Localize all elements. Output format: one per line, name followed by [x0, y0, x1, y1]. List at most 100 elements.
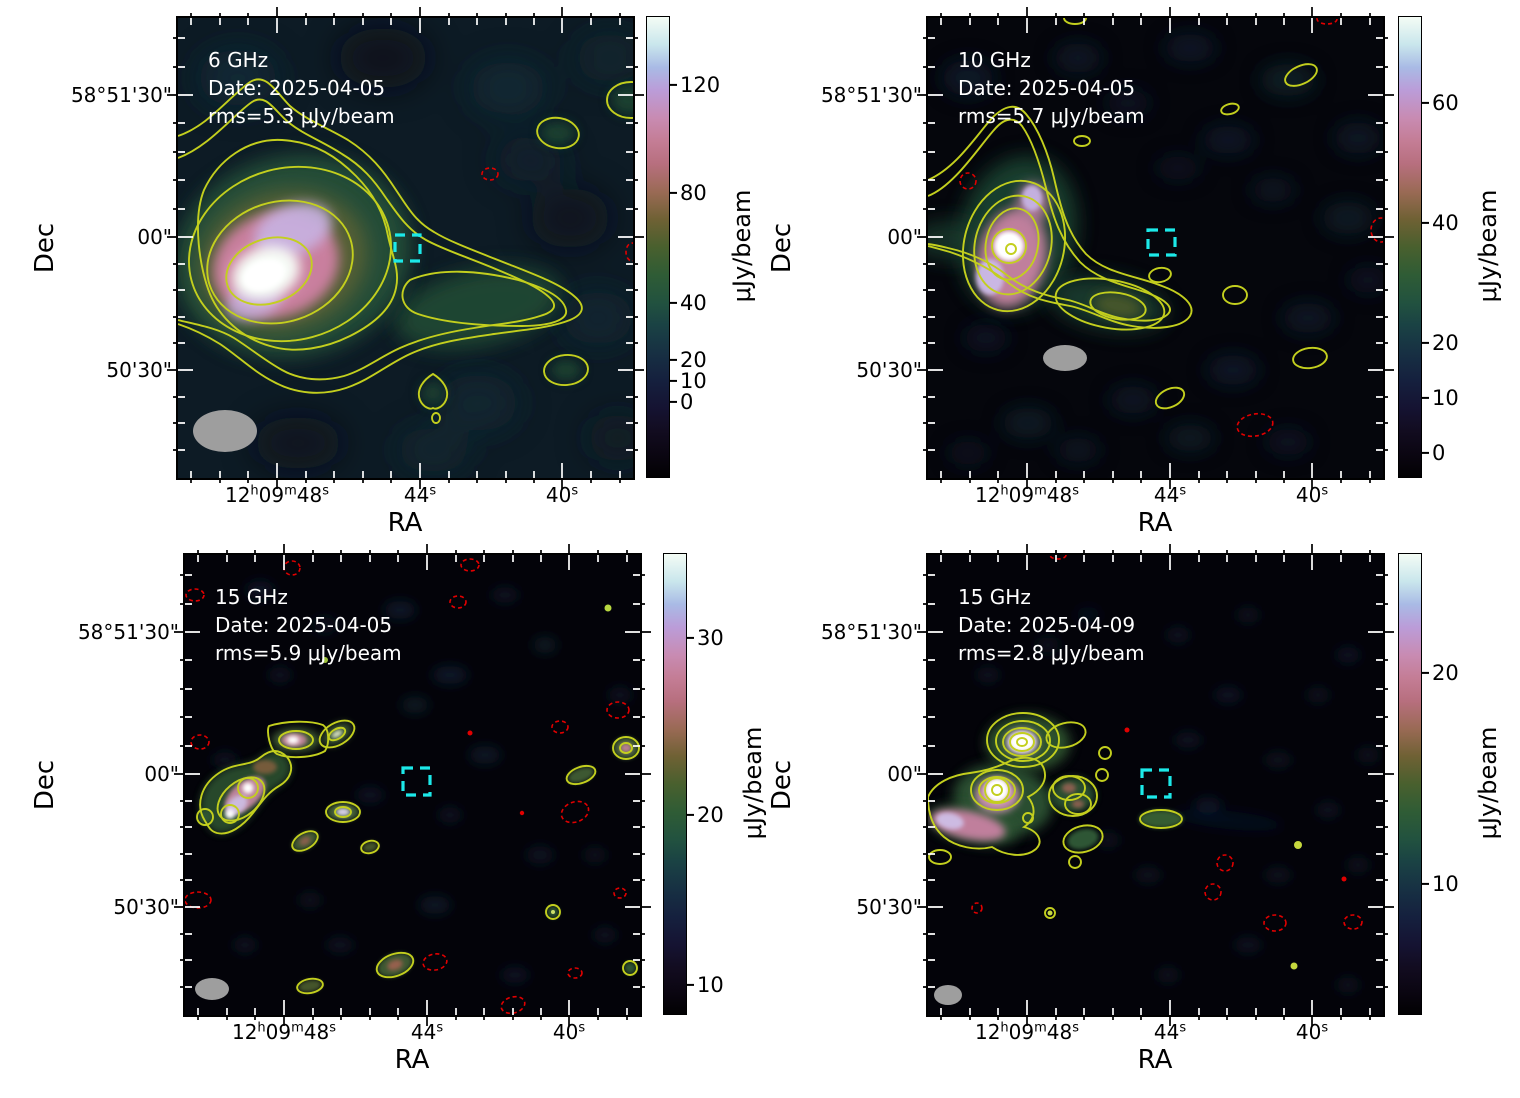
- y-axis-label: Dec: [30, 222, 60, 274]
- beam-ellipse: [193, 410, 257, 452]
- y-tick-label: 50'30": [856, 358, 922, 382]
- colorbar-tick: 60: [1432, 91, 1459, 115]
- y-tick-label: 00": [137, 225, 172, 249]
- colorbar-tick: 20: [697, 803, 724, 827]
- date-label: Date: 2025-04-05: [958, 76, 1136, 100]
- x-axis-label: RA: [394, 1045, 430, 1075]
- background-noise: [942, 34, 1383, 465]
- rms-label: rms=5.7 μJy/beam: [958, 104, 1145, 128]
- colorbar-tick: 30: [697, 626, 724, 650]
- rms-label: rms=2.8 μJy/beam: [958, 641, 1145, 665]
- x-tick-label: 44s: [410, 1020, 444, 1044]
- freq-label: 15 GHz: [958, 585, 1031, 609]
- negative-contours: [971, 555, 1363, 932]
- colorbar-tick: 20: [680, 348, 707, 372]
- colorbar-label: μJy/beam: [739, 726, 767, 840]
- x-axis-label: RA: [1137, 1045, 1173, 1075]
- background-noise: [976, 607, 1380, 993]
- colorbar-tick: 40: [680, 291, 707, 315]
- y-tick-label: 50'30": [106, 358, 172, 382]
- y-tick-label: 50'30": [113, 895, 179, 919]
- panel-annotation: 10 GHz Date: 2025-04-05 rms=5.7 μJy/beam: [958, 46, 1145, 130]
- map-10ghz: [928, 18, 1383, 478]
- colorbar-tick: 10: [1432, 872, 1459, 896]
- rms-label: rms=5.9 μJy/beam: [215, 641, 402, 665]
- x-tick-label: 12h09m48s: [231, 1020, 337, 1044]
- freq-label: 10 GHz: [958, 48, 1031, 72]
- y-tick-label: 58°51'30": [70, 83, 172, 107]
- colorbar-tick: 20: [1432, 661, 1459, 685]
- freq-label: 6 GHz: [208, 48, 269, 72]
- colorbar-tick: 120: [680, 73, 721, 97]
- freq-label: 15 GHz: [215, 585, 288, 609]
- target-box: [1140, 768, 1172, 799]
- x-tick-label: 40s: [545, 483, 579, 507]
- map-15ghz-a: [185, 555, 640, 1015]
- positive-contours: [178, 78, 633, 424]
- colorbar-gradient: [646, 16, 670, 478]
- map-6ghz: [178, 18, 633, 478]
- colorbar-tick: 10: [680, 369, 707, 393]
- panel-annotation: 15 GHz Date: 2025-04-05 rms=5.9 μJy/beam: [215, 583, 402, 667]
- panel-15ghz-b: 15 GHz Date: 2025-04-09 rms=2.8 μJy/beam: [916, 543, 1395, 1027]
- negative-contours: [481, 167, 633, 262]
- panel-6ghz: 6 GHz Date: 2025-04-05 rms=5.3 μJy/beam: [166, 6, 645, 490]
- colorbar-gradient: [663, 553, 687, 1015]
- panel-10ghz: 10 GHz Date: 2025-04-05 rms=5.7 μJy/beam: [916, 6, 1395, 490]
- positive-contours: [928, 18, 1328, 410]
- colorbar-label: μJy/beam: [1474, 726, 1502, 840]
- positive-contours: [928, 712, 1302, 970]
- negative-contours: [959, 18, 1383, 438]
- map-15ghz-b: [928, 555, 1383, 1015]
- x-tick-label: 40s: [1295, 1020, 1329, 1044]
- target-box: [393, 233, 422, 263]
- beam-ellipse: [1043, 345, 1087, 371]
- date-label: Date: 2025-04-09: [958, 613, 1136, 637]
- x-axis-label: RA: [1137, 508, 1173, 538]
- beam-ellipse: [934, 985, 962, 1005]
- colorbar-tick: 20: [1432, 331, 1459, 355]
- y-tick-label: 58°51'30": [77, 620, 179, 644]
- y-tick-label: 00": [887, 225, 922, 249]
- x-tick-label: 44s: [1153, 1020, 1187, 1044]
- background-noise: [198, 28, 633, 472]
- y-tick-label: 58°51'30": [820, 83, 922, 107]
- panel-annotation: 15 GHz Date: 2025-04-09 rms=2.8 μJy/beam: [958, 583, 1145, 667]
- colorbar-tick: 40: [1432, 211, 1459, 235]
- x-tick-label: 12h09m48s: [224, 483, 330, 507]
- y-axis-label: Dec: [30, 759, 60, 811]
- positive-contours: [196, 719, 640, 995]
- y-tick-label: 00": [144, 762, 179, 786]
- colorbar-gradient: [1398, 553, 1422, 1015]
- x-tick-label: 40s: [552, 1020, 586, 1044]
- x-axis-label: RA: [387, 508, 423, 538]
- colorbar-tick: 80: [680, 181, 707, 205]
- rms-label: rms=5.3 μJy/beam: [208, 104, 395, 128]
- background-noise: [212, 581, 632, 983]
- colorbar-tick: 0: [680, 390, 694, 414]
- target-box: [1146, 228, 1177, 257]
- x-tick-label: 12h09m48s: [974, 483, 1080, 507]
- source-6ghz: [178, 85, 633, 405]
- date-label: Date: 2025-04-05: [208, 76, 386, 100]
- target-box: [401, 766, 432, 797]
- colorbar-tick: 10: [697, 973, 724, 997]
- x-tick-label: 40s: [1295, 483, 1329, 507]
- y-tick-label: 00": [887, 762, 922, 786]
- y-axis-label: Dec: [767, 759, 797, 811]
- y-tick-label: 58°51'30": [820, 620, 922, 644]
- y-axis-label: Dec: [767, 222, 797, 274]
- negative-contours: [185, 558, 630, 1015]
- x-tick-label: 44s: [1153, 483, 1187, 507]
- colorbar-tick: 0: [1432, 441, 1446, 465]
- date-label: Date: 2025-04-05: [215, 613, 393, 637]
- colorbar-label: μJy/beam: [728, 189, 756, 303]
- panel-annotation: 6 GHz Date: 2025-04-05 rms=5.3 μJy/beam: [208, 46, 395, 130]
- colorbar-tick: 10: [1432, 386, 1459, 410]
- colorbar-label: μJy/beam: [1474, 189, 1502, 303]
- y-tick-label: 50'30": [856, 895, 922, 919]
- colorbar-gradient: [1398, 16, 1422, 478]
- x-tick-label: 44s: [403, 483, 437, 507]
- x-tick-label: 12h09m48s: [974, 1020, 1080, 1044]
